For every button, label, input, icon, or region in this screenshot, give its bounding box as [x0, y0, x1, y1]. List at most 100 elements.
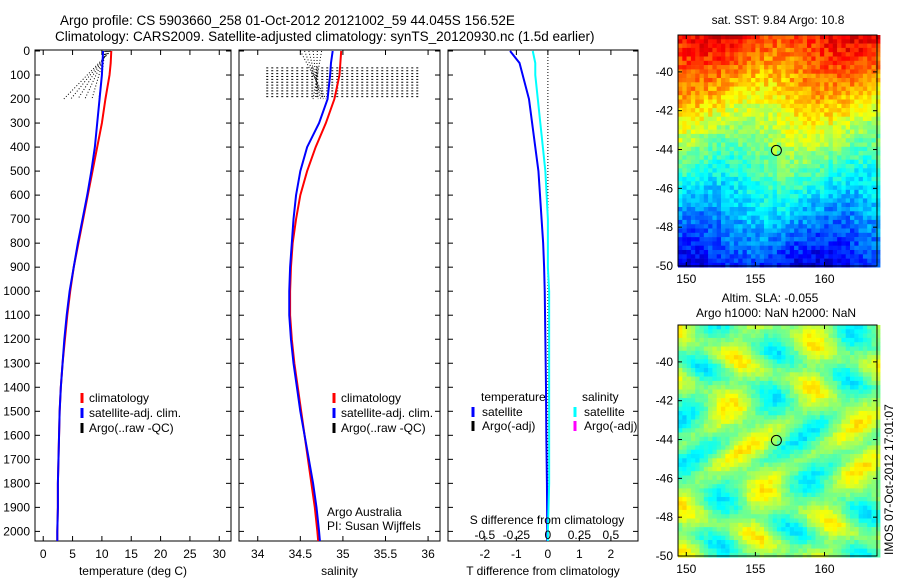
map-cell	[755, 398, 760, 403]
map-cell	[690, 159, 696, 165]
map-cell	[875, 372, 881, 377]
map-cell	[828, 475, 834, 481]
map-cell	[759, 492, 765, 498]
map-cell	[841, 466, 846, 472]
map-cell	[802, 254, 808, 259]
map-cell	[746, 237, 752, 242]
map-cell	[875, 471, 881, 476]
map-cell	[729, 471, 735, 476]
map-cell	[686, 441, 692, 446]
map-cell	[755, 445, 760, 450]
map-cell	[785, 47, 791, 53]
map-cell	[764, 419, 769, 425]
map-cell	[686, 116, 692, 122]
map-cell	[682, 372, 687, 377]
map-cell	[871, 492, 877, 498]
map-cell	[875, 232, 881, 238]
map-cell	[708, 125, 713, 130]
map-cell	[721, 69, 726, 74]
map-cell	[832, 82, 838, 87]
map-cell	[725, 428, 730, 433]
map-cell	[729, 198, 735, 203]
map-cell	[708, 47, 713, 53]
map-cell	[678, 185, 683, 191]
map-cell	[802, 488, 808, 493]
map-cell	[819, 43, 825, 49]
map-cell	[690, 501, 696, 506]
map-cell	[686, 325, 692, 330]
map-cell	[725, 207, 730, 212]
map-cell	[837, 428, 842, 433]
map-cell	[772, 108, 778, 113]
map-cell	[712, 415, 717, 420]
map-cell	[716, 52, 722, 57]
map-cell	[708, 250, 713, 255]
map-cell	[708, 337, 713, 343]
map-cell	[695, 398, 700, 403]
map-cell	[678, 372, 683, 377]
map-cell	[699, 376, 705, 382]
map-cell	[712, 436, 717, 442]
map-cell	[725, 462, 730, 468]
map-cell	[789, 138, 795, 143]
map-cell	[828, 471, 834, 476]
map-cell	[781, 492, 786, 498]
map-cell	[690, 172, 696, 178]
map-cell	[850, 99, 855, 105]
map-cell	[764, 355, 769, 360]
map-cell	[832, 398, 838, 403]
map-cell	[854, 333, 859, 339]
map-cell	[751, 228, 756, 234]
map-cell	[764, 389, 769, 395]
map-cell	[708, 411, 713, 416]
map-cell	[764, 329, 769, 334]
map-cell	[862, 380, 868, 386]
map-cell	[776, 159, 782, 165]
map-cell	[807, 176, 812, 182]
map-cell	[725, 492, 730, 498]
map-cell	[699, 241, 705, 246]
map-cell	[837, 258, 842, 264]
map-title: sat. SST: 9.84 Argo: 10.8	[712, 13, 845, 27]
map-cell	[725, 368, 730, 373]
map-cell	[699, 250, 705, 255]
map-cell	[862, 245, 868, 251]
map-cell	[682, 337, 687, 343]
map-cell	[858, 488, 864, 493]
map-cell	[798, 350, 803, 356]
map-cell	[699, 389, 705, 395]
map-cell	[708, 329, 713, 334]
map-cell	[845, 125, 851, 130]
map-cell	[776, 99, 782, 105]
map-cell	[798, 116, 803, 122]
map-cell	[755, 484, 760, 489]
map-cell	[794, 325, 799, 330]
map-cell	[850, 423, 855, 429]
map-cell	[850, 436, 855, 442]
map-cell	[875, 202, 881, 208]
map-cell	[794, 436, 799, 442]
map-cell	[781, 402, 786, 407]
map-cell	[751, 138, 756, 143]
map-cell	[686, 159, 692, 165]
map-cell	[695, 363, 700, 369]
map-cell	[721, 189, 726, 195]
map-cell	[875, 224, 881, 229]
map-cell	[862, 355, 868, 360]
map-cell	[712, 65, 717, 70]
map-cell	[798, 488, 803, 493]
map-cell	[802, 325, 808, 330]
map-cell	[828, 73, 834, 79]
map-cell	[686, 90, 692, 96]
map-cell	[867, 436, 872, 442]
map-cell	[678, 432, 683, 438]
map-cell	[703, 224, 709, 229]
map-cell	[828, 445, 834, 450]
map-cell	[807, 56, 812, 62]
map-cell	[862, 241, 868, 246]
map-cell	[824, 262, 829, 268]
map-cell	[776, 372, 782, 377]
map-cell	[854, 423, 859, 429]
map-cell	[721, 363, 726, 369]
map-cell	[802, 215, 808, 221]
